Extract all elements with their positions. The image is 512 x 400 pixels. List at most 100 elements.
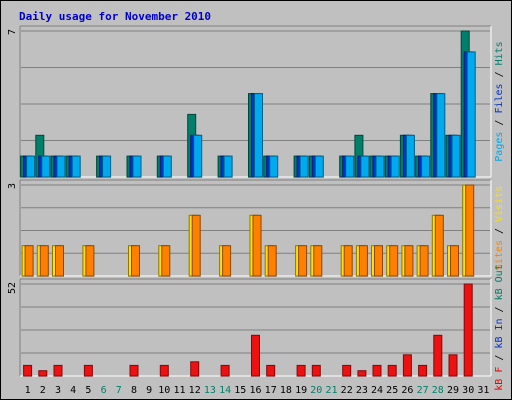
bar-sites-day-27 [419,245,429,277]
bar-kb-f-day-25 [387,364,397,377]
bar-kb-f-day-23 [357,370,367,377]
bar-sites-day-28 [434,214,444,277]
bar-sites-day-29 [450,245,459,277]
bar-pages-day-20 [314,155,324,178]
legend-entry: / [494,349,505,367]
x-tick-label-day-21: 21 [325,385,337,396]
bar-pages-day-28 [436,93,446,178]
bar-sites-day-26 [404,245,414,277]
bar-pages-day-24 [375,155,385,178]
bar-pages-day-25 [390,155,400,178]
bar-kb-f-day-5 [83,364,93,377]
x-tick-label-day-3: 3 [55,385,61,396]
bar-kb-f-day-3 [53,364,63,377]
x-tick-label-day-30: 30 [462,385,474,396]
axis-max-label: 7 [7,29,18,35]
bar-kb-f-day-17 [266,364,276,377]
x-tick-label-day-2: 2 [40,385,46,396]
bar-pages-day-1 [26,155,36,178]
legend-entry: kB In [494,318,505,348]
bar-pages-day-8 [132,155,142,178]
legend-entry: / [494,114,505,132]
legend-entry: Pages [494,132,505,162]
x-tick-label-day-4: 4 [70,385,76,396]
x-tick-label-day-1: 1 [25,385,31,396]
bar-sites-day-14 [222,245,232,277]
bar-pages-day-14 [223,155,233,178]
legend-entry: Files [494,83,505,113]
bar-kb-f-day-22 [342,364,352,377]
bar-sites-day-16 [252,214,262,277]
bar-pages-day-29 [451,134,461,178]
x-tick-label-day-8: 8 [131,385,137,396]
x-tick-label-day-26: 26 [401,385,413,396]
x-tick-label-day-20: 20 [310,385,322,396]
x-tick-label-day-5: 5 [85,385,91,396]
bar-sites-day-1 [24,245,34,277]
x-tick-label-day-12: 12 [189,385,201,396]
legend-entry: / [494,222,505,240]
panel-bottom: 52 kB F / kB In / kB Out [7,264,505,390]
bar-pages-day-3 [56,155,66,178]
panel-legend: Sites / Visits [494,186,505,270]
panel-middle: 3 Sites / Visits [7,179,505,277]
bar-pages-day-4 [71,155,81,178]
bar-sites-day-5 [85,245,95,277]
bar-sites-day-3 [55,245,64,277]
legend-entry: kB Out [494,264,505,300]
bar-sites-day-17 [267,245,277,277]
bar-sites-day-10 [161,245,171,277]
x-tick-label-day-22: 22 [341,385,353,396]
bar-kb-f-day-20 [311,364,321,377]
bar-pages-day-17 [269,155,279,178]
bar-pages-day-16 [254,93,263,178]
panel-legend: kB F / kB In / kB Out [494,264,505,390]
bar-pages-day-30 [466,51,476,178]
bar-pages-day-2 [41,155,51,178]
x-tick-label-day-17: 17 [265,385,277,396]
bar-sites-day-2 [39,245,49,277]
x-tick-label-day-13: 13 [204,385,216,396]
panel-legend: Pages / Files / Hits [494,41,505,161]
legend-entry: kB F [494,367,505,391]
series-sites [24,184,475,277]
x-tick-label-day-29: 29 [447,385,459,396]
bar-sites-day-12 [191,214,201,277]
bar-kb-f-day-12 [190,361,200,377]
bar-pages-day-27 [421,155,431,178]
chart-title: Daily usage for November 2010 [19,10,211,23]
bar-kb-f-day-1 [23,364,33,377]
x-tick-label-day-28: 28 [432,385,444,396]
x-tick-label-day-27: 27 [417,385,429,396]
x-tick-label-day-10: 10 [158,385,170,396]
axis-max-label: 52 [7,282,18,294]
bar-kb-f-day-8 [129,364,139,377]
legend-entry: / [494,65,505,83]
x-tick-label-day-9: 9 [146,385,152,396]
series-pages [26,51,476,178]
bar-kb-f-day-29 [448,354,458,377]
series-kb-f [23,283,473,377]
bar-sites-day-8 [131,245,140,277]
x-tick-label-day-16: 16 [249,385,261,396]
bar-kb-f-day-24 [372,364,382,377]
legend-entry: Visits [494,186,505,222]
x-tick-label-day-7: 7 [116,385,122,396]
x-tick-label-day-24: 24 [371,385,383,396]
x-tick-label-day-11: 11 [173,385,185,396]
bar-sites-day-23 [358,245,368,277]
bar-sites-day-30 [465,184,475,277]
x-tick-label-day-19: 19 [295,385,307,396]
bar-kb-f-day-27 [418,364,428,377]
bar-pages-day-22 [345,155,355,178]
x-tick-label-day-15: 15 [234,385,246,396]
x-tick-label-day-14: 14 [219,385,231,396]
axis-max-label: 3 [7,183,18,189]
bar-pages-day-19 [299,155,309,178]
bar-sites-day-25 [389,245,399,277]
bar-kb-f-day-30 [463,283,473,377]
bar-pages-day-26 [405,134,415,178]
panel-top: 7 Pages / Files / Hits [7,25,505,178]
